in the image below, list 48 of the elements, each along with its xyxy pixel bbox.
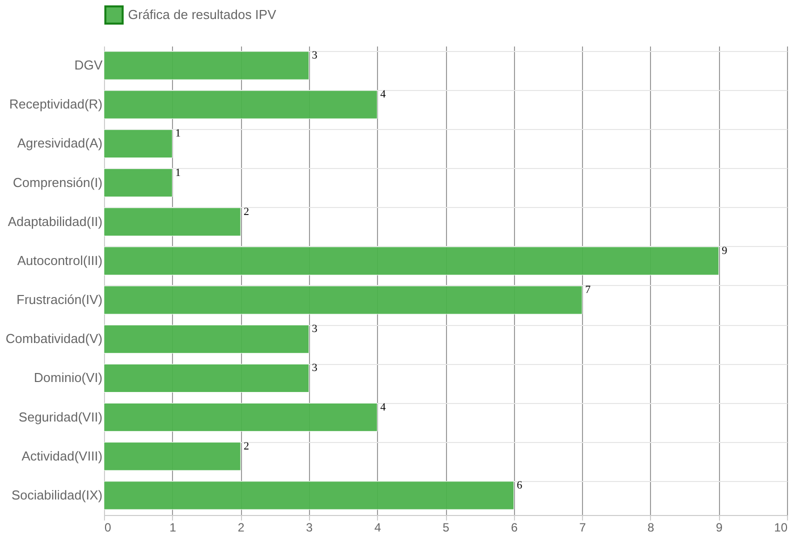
x-tick-label: 0 (104, 520, 112, 534)
bar (104, 208, 241, 236)
bar (104, 481, 514, 510)
x-tick-label: 8 (648, 520, 655, 534)
data-label: 3 (312, 323, 318, 336)
y-tick-label: DGV (74, 58, 103, 73)
bar (104, 129, 173, 158)
bar (104, 324, 310, 354)
x-tick-label: 3 (306, 520, 314, 534)
x-tick-label: 4 (374, 520, 382, 534)
y-tick-label: Receptividad(R) (9, 96, 102, 112)
x-tick-label: 5 (442, 520, 450, 534)
y-tick-label: Combatividad(V) (6, 331, 102, 346)
data-label: 3 (312, 50, 318, 62)
y-tick-label: Frustración(IV) (16, 292, 102, 308)
bar (104, 246, 719, 276)
bar (104, 364, 310, 393)
legend-label: Gráfica de resultados IPV (128, 7, 276, 22)
x-tick-label: 6 (510, 520, 518, 534)
data-label: 1 (175, 166, 181, 179)
x-tick-label: 9 (716, 520, 723, 534)
data-label: 7 (585, 284, 592, 296)
bar (104, 286, 582, 314)
data-label: 2 (244, 206, 250, 218)
y-tick-label: Seguridad(VII) (18, 409, 102, 424)
data-label: 9 (722, 244, 728, 257)
bar (104, 51, 310, 80)
y-tick-label: Adaptabilidad(II) (8, 214, 102, 229)
x-tick-label: 2 (238, 520, 245, 534)
x-tick-label: 10 (774, 520, 788, 534)
y-tick-label: Autocontrol(III) (17, 252, 102, 268)
bar (104, 90, 378, 119)
y-tick-label: Agresividad(A) (17, 136, 102, 151)
bar (104, 402, 378, 432)
y-tick-label: Dominio(VI) (34, 370, 102, 386)
y-tick-label: Sociabilidad(IX) (11, 487, 102, 502)
bar (104, 168, 173, 198)
data-label: 2 (244, 440, 250, 452)
data-label: 1 (175, 128, 181, 140)
data-label: 4 (380, 401, 386, 414)
y-tick-label: Actividad(VIII) (22, 448, 102, 464)
y-tick-label: Comprensión(I) (12, 174, 102, 190)
x-tick-label: 7 (579, 520, 586, 534)
bar (104, 442, 241, 471)
data-label: 6 (516, 479, 523, 492)
x-tick-label: 1 (169, 520, 176, 534)
data-label: 3 (312, 362, 318, 374)
data-label: 4 (380, 88, 386, 101)
